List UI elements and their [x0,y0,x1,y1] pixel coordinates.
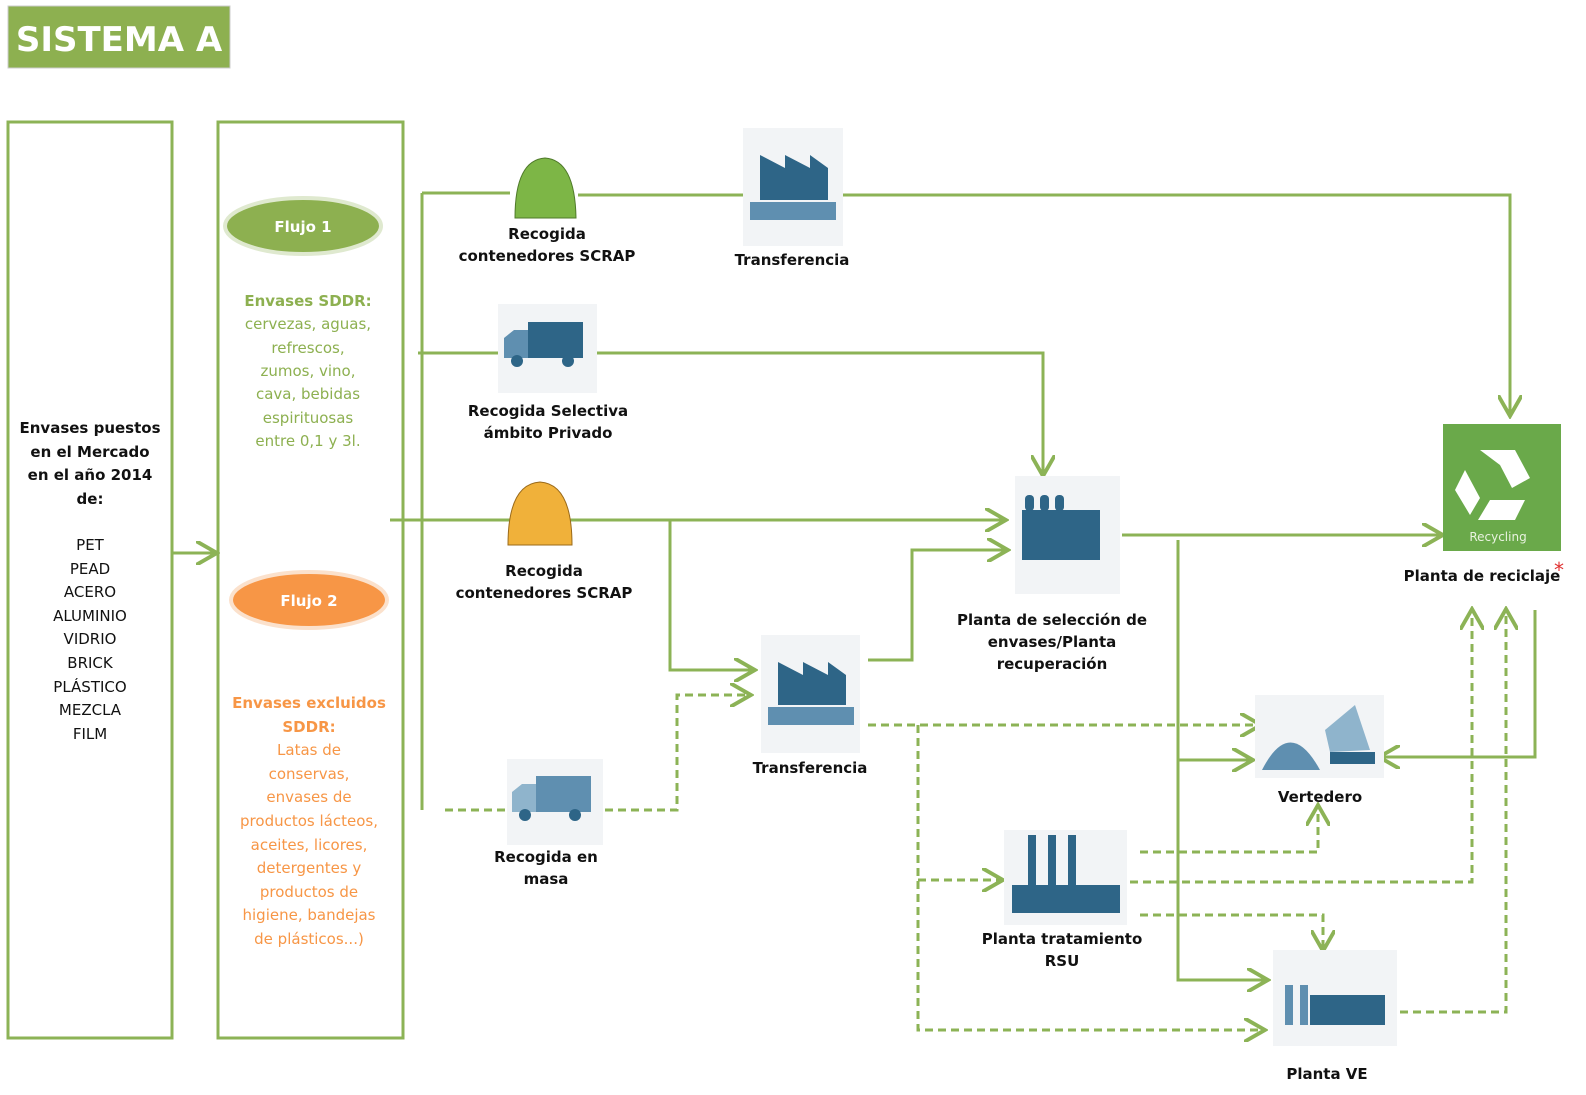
flow-text: zumos, vino, [260,361,356,380]
flow-1-badge [223,196,383,256]
market-box [6,120,174,1040]
flow-text: refrescos, [271,338,345,357]
market-title: Envases puestos [19,419,161,437]
connectors [172,191,1537,1030]
flow-label: Flujo 1 [274,218,331,236]
market-item: MEZCLA [58,701,122,720]
flow-text: aceites, licores, [250,835,368,854]
scrap-dome-yellow [507,481,573,546]
flow-text: Envases excluidos [232,694,386,712]
scrap-dome-green [514,157,577,219]
market-title: en el año 2014 [27,466,153,485]
market-item: PLÁSTICO [53,677,127,696]
node-label: contenedores SCRAP [455,584,633,602]
icons [498,128,1561,1046]
flow-text: entre 0,1 y 3l. [255,431,361,450]
flow-text: cava, bebidas [255,385,361,404]
flow-text: higiene, bandejas [242,906,376,925]
node-label: masa [523,870,569,888]
market-item: PET [76,536,104,554]
flow-text: SDDR: [282,717,336,736]
flow-text: cervezas, aguas, [244,315,372,334]
node-label: Planta tratamiento [981,930,1143,948]
node-label: Recogida [505,562,583,580]
flow-label: Flujo 2 [280,592,337,610]
node-label: Transferencia [752,759,868,777]
node-label: Recogida en [494,848,598,866]
market-item: ACERO [63,583,117,602]
flow-text: Envases SDDR: [244,292,372,310]
node-label: contenedores SCRAP [458,247,636,265]
market-title: de: [76,490,104,509]
icon-text: Recycling [1469,530,1526,544]
node-label: Planta de reciclaje [1403,567,1561,585]
note-mark: * [1554,558,1564,582]
market-item: VIDRIO [63,630,117,649]
flows-box [216,120,405,1040]
flow-text: conservas, [268,764,350,783]
market-title: en el Mercado [30,442,150,461]
node-label: RSU [1044,952,1080,970]
flow-text: productos lácteos, [240,812,378,830]
flow-text: de plásticos...) [254,930,364,948]
market-item: ALUMINIO [53,606,127,625]
title-box [7,5,231,69]
market-item: FILM [72,724,108,743]
flow-text: Latas de [277,741,341,760]
node-label: Recogida Selectiva [467,402,629,420]
node-label: envases/Planta [987,633,1117,651]
flow-text: espirituosas [262,408,354,427]
flow-text: detergentes y [256,859,362,878]
node-label: Planta de selección de [956,611,1148,629]
node-label: ámbito Privado [483,424,613,442]
flow-2-badge [229,570,389,630]
flow-text: envases de [266,788,352,807]
flow-text: productos de [259,882,359,901]
node-label: Planta VE [1286,1065,1368,1083]
node-label: recuperación [996,655,1108,673]
node-label: Recogida [508,225,586,243]
market-item: BRICK [67,654,113,672]
market-item: PEAD [69,559,111,578]
title: SISTEMA A [16,20,223,60]
node-label: Transferencia [734,251,850,269]
node-label: Vertedero [1277,788,1363,806]
